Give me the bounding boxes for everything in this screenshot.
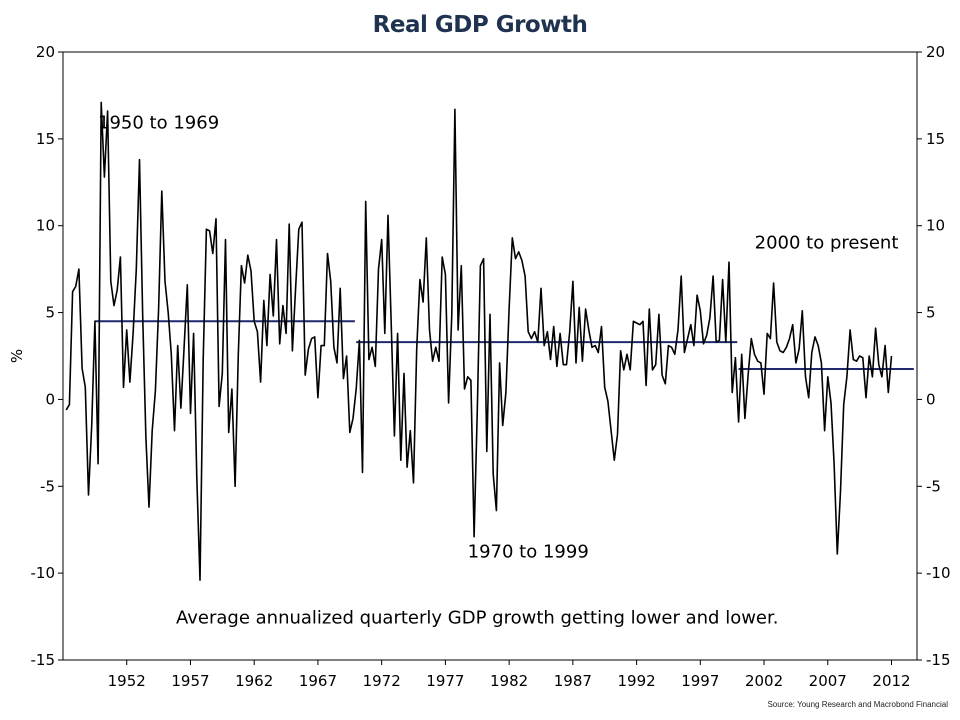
- x-tick-label: 1977: [426, 672, 464, 690]
- source-note: Source: Young Research and Macrobond Fin…: [767, 700, 948, 709]
- average-lines: [94, 320, 914, 371]
- x-tick-label: 1992: [617, 672, 655, 690]
- y-axis-left: -15 -10 -5 0 5 10 15 20: [31, 43, 63, 669]
- y-tick-label-left: 5: [45, 304, 55, 322]
- x-tick-label: 1957: [171, 672, 209, 690]
- y-tick-label-left: 0: [45, 390, 55, 408]
- y-tick-label-right: -10: [926, 564, 951, 582]
- plot-frame: [62, 51, 918, 661]
- x-tick-label: 1952: [108, 672, 146, 690]
- x-tick-label: 1962: [235, 672, 273, 690]
- x-tick-label: 2007: [809, 672, 847, 690]
- y-tick-label-right: 20: [926, 43, 945, 61]
- annotation-text: 2000 to present: [755, 232, 899, 253]
- y-tick-label-left: -5: [40, 477, 55, 495]
- y-tick-label-left: 15: [36, 130, 55, 148]
- x-axis: 1952 1957 1962 1967 1972 1977 1982 1987 1992 1997…: [108, 660, 911, 690]
- annotation-text: Average annualized quarterly GDP growth …: [176, 608, 778, 629]
- annotation-text: 1970 to 1999: [468, 542, 589, 563]
- y-tick-label-right: 5: [926, 304, 936, 322]
- gdp-growth-line: [65, 101, 893, 581]
- y-tick-label-left: 20: [36, 43, 55, 61]
- y-axis-label: %: [8, 349, 26, 363]
- x-tick-label: 1987: [554, 672, 592, 690]
- y-tick-label-right: -15: [926, 651, 951, 669]
- x-tick-label: 1997: [681, 672, 719, 690]
- x-tick-label: 1967: [299, 672, 337, 690]
- x-tick-label: 1972: [363, 672, 401, 690]
- y-tick-label-right: 0: [926, 390, 936, 408]
- chart-title: Real GDP Growth: [372, 12, 588, 38]
- x-tick-label: 1982: [490, 672, 528, 690]
- y-axis-right: -15 -10 -5 0 5 10 15 20: [917, 43, 951, 669]
- x-tick-label: 2002: [745, 672, 783, 690]
- annotations: 1950 to 1969 1970 to 1999 2000 to present A…: [98, 112, 898, 628]
- annotation-text: 1950 to 1969: [98, 112, 219, 133]
- y-tick-label-left: -15: [31, 651, 56, 669]
- y-tick-label-left: 10: [36, 217, 55, 235]
- x-tick-label: 2012: [872, 672, 910, 690]
- y-tick-label-right: -5: [926, 477, 941, 495]
- y-tick-label-right: 15: [926, 130, 945, 148]
- y-tick-label-right: 10: [926, 217, 945, 235]
- y-tick-label-left: -10: [31, 564, 56, 582]
